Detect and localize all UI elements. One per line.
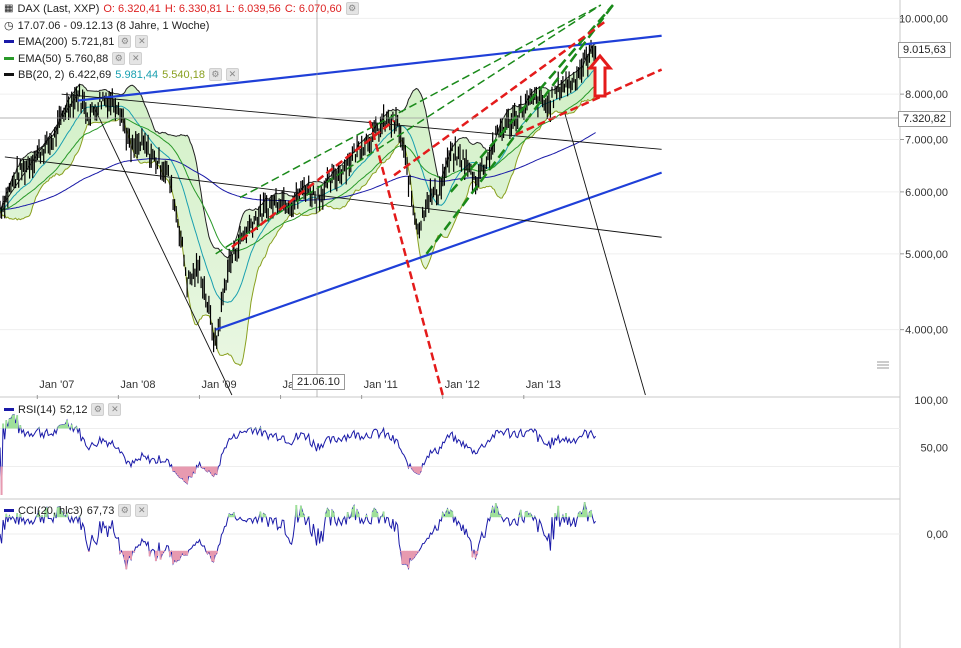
close-icon[interactable]: ✕ bbox=[135, 35, 149, 48]
close-icon[interactable]: ✕ bbox=[225, 68, 239, 81]
gear-icon[interactable]: ⚙ bbox=[208, 68, 222, 81]
y-tick-label: 4.000,00 bbox=[905, 325, 948, 337]
legend-bb[interactable]: BB(20, 2) 6.422,69 5.981,44 5.540,18 ⚙ ✕ bbox=[4, 68, 239, 81]
x-tick-label: Jan '13 bbox=[526, 379, 561, 391]
crosshair-date-box: 21.06.10 bbox=[292, 374, 345, 390]
cci-value: 67,73 bbox=[86, 504, 115, 517]
ema50-value: 5.760,88 bbox=[65, 52, 109, 65]
gear-icon[interactable]: ⚙ bbox=[112, 52, 126, 65]
close-icon[interactable]: ✕ bbox=[135, 504, 149, 517]
legend-ema50[interactable]: EMA(50) 5.760,88 ⚙ ✕ bbox=[4, 52, 143, 65]
ema200-value: 5.721,81 bbox=[71, 35, 115, 48]
legend-cci[interactable]: CCI(20, hlc3) 67,73 ⚙ ✕ bbox=[4, 504, 149, 517]
ema50-path bbox=[0, 85, 596, 252]
crosshair-price-box: 7.320,82 bbox=[898, 111, 951, 127]
scroll-down-icon[interactable] bbox=[877, 361, 889, 369]
x-tick-label: Jan '12 bbox=[445, 379, 480, 391]
red-dashed-line bbox=[515, 68, 663, 136]
y-tick-label: 6.000,00 bbox=[905, 187, 948, 199]
trend-line-thin bbox=[61, 93, 662, 150]
resistance-line bbox=[77, 34, 662, 102]
close-value: C: 6.070,60 bbox=[284, 2, 342, 15]
instrument-title: DAX (Last, XXP) bbox=[17, 2, 100, 15]
green-dashed-line bbox=[425, 4, 614, 255]
open-value: O: 6.320,41 bbox=[103, 2, 161, 15]
bb-lower-line bbox=[0, 95, 597, 367]
rsi-indicator: 100,00 50,00 bbox=[0, 395, 948, 496]
high-value: H: 6.330,81 bbox=[164, 2, 222, 15]
x-tick-label: Jan '08 bbox=[120, 379, 155, 391]
x-tick-label: Jan '11 bbox=[364, 379, 398, 391]
low-value: L: 6.039,56 bbox=[225, 2, 281, 15]
red-dashed-line bbox=[231, 119, 395, 249]
gear-icon[interactable]: ⚙ bbox=[118, 35, 132, 48]
ema50-line bbox=[0, 85, 596, 252]
gear-icon[interactable]: ⚙ bbox=[118, 504, 132, 517]
y-tick-label: 5.000,00 bbox=[905, 249, 948, 261]
close-icon[interactable]: ✕ bbox=[129, 52, 143, 65]
close-icon[interactable]: ✕ bbox=[108, 403, 122, 416]
x-tick-label: Jan '07 bbox=[39, 379, 74, 391]
trend-line-thin bbox=[0, 93, 79, 210]
support-line bbox=[215, 171, 662, 331]
last-price-box: 9.015,63 bbox=[898, 42, 951, 58]
trend-line-thin bbox=[4, 156, 662, 238]
trend-lines bbox=[0, 4, 663, 396]
rsi-label: RSI(14) bbox=[18, 403, 56, 416]
bb-label: BB(20, 2) bbox=[18, 68, 65, 81]
cci-label: CCI(20, hlc3) bbox=[18, 504, 83, 517]
bb-lower-value: 5.540,18 bbox=[162, 68, 205, 81]
bb-upper-value: 6.422,69 bbox=[68, 68, 112, 81]
instrument-header: ▦ DAX (Last, XXP) O: 6.320,41 H: 6.330,8… bbox=[4, 2, 359, 15]
y-tick-label: 10.000,00 bbox=[899, 13, 948, 25]
y-tick-label: 8.000,00 bbox=[905, 89, 948, 101]
legend-ema200[interactable]: EMA(200) 5.721,81 ⚙ ✕ bbox=[4, 35, 149, 48]
ema200-label: EMA(200) bbox=[18, 35, 68, 48]
bb-mid-value: 5.981,44 bbox=[115, 68, 159, 81]
rsi-line bbox=[0, 413, 596, 496]
up-arrow-annotation bbox=[586, 53, 614, 98]
rsi-value: 52,12 bbox=[59, 403, 88, 416]
bb-swatch bbox=[4, 73, 14, 76]
cci-swatch bbox=[4, 509, 14, 512]
rsi-tick-label: 100,00 bbox=[914, 395, 948, 407]
ema200-swatch bbox=[4, 40, 14, 43]
candlestick-icon[interactable]: ▦ bbox=[4, 3, 14, 14]
cci-indicator: 0,00 bbox=[0, 502, 948, 571]
green-dashed-line bbox=[449, 4, 614, 193]
rsi-tick-label: 50,00 bbox=[920, 443, 948, 455]
gear-icon[interactable]: ⚙ bbox=[345, 2, 359, 15]
period-row: ◷ 17.07.06 - 09.12.13 (8 Jahre, 1 Woche) bbox=[4, 19, 210, 33]
clock-icon: ◷ bbox=[4, 20, 14, 32]
green-dashed-line bbox=[215, 4, 602, 255]
ema50-label: EMA(50) bbox=[18, 52, 62, 65]
red-dashed-line bbox=[393, 20, 606, 177]
green-dashed-line bbox=[239, 4, 602, 199]
cci-tick-label: 0,00 bbox=[927, 529, 948, 541]
price-bars bbox=[0, 39, 597, 353]
y-tick-label: 7.000,00 bbox=[905, 135, 948, 147]
legend-rsi[interactable]: RSI(14) 52,12 ⚙ ✕ bbox=[4, 403, 122, 416]
trend-line-thin bbox=[93, 106, 233, 396]
ema50-swatch bbox=[4, 57, 14, 60]
x-tick-label: Jan '09 bbox=[201, 379, 236, 391]
trend-line-thin bbox=[563, 111, 646, 396]
rsi-swatch bbox=[4, 408, 14, 411]
price-axis: 4.000,00 5.000,00 6.000,00 7.000,00 8.000,00… bbox=[899, 13, 948, 336]
gear-icon[interactable]: ⚙ bbox=[91, 403, 105, 416]
period-range: 17.07.06 - 09.12.13 (8 Jahre, 1 Woche) bbox=[17, 19, 210, 32]
